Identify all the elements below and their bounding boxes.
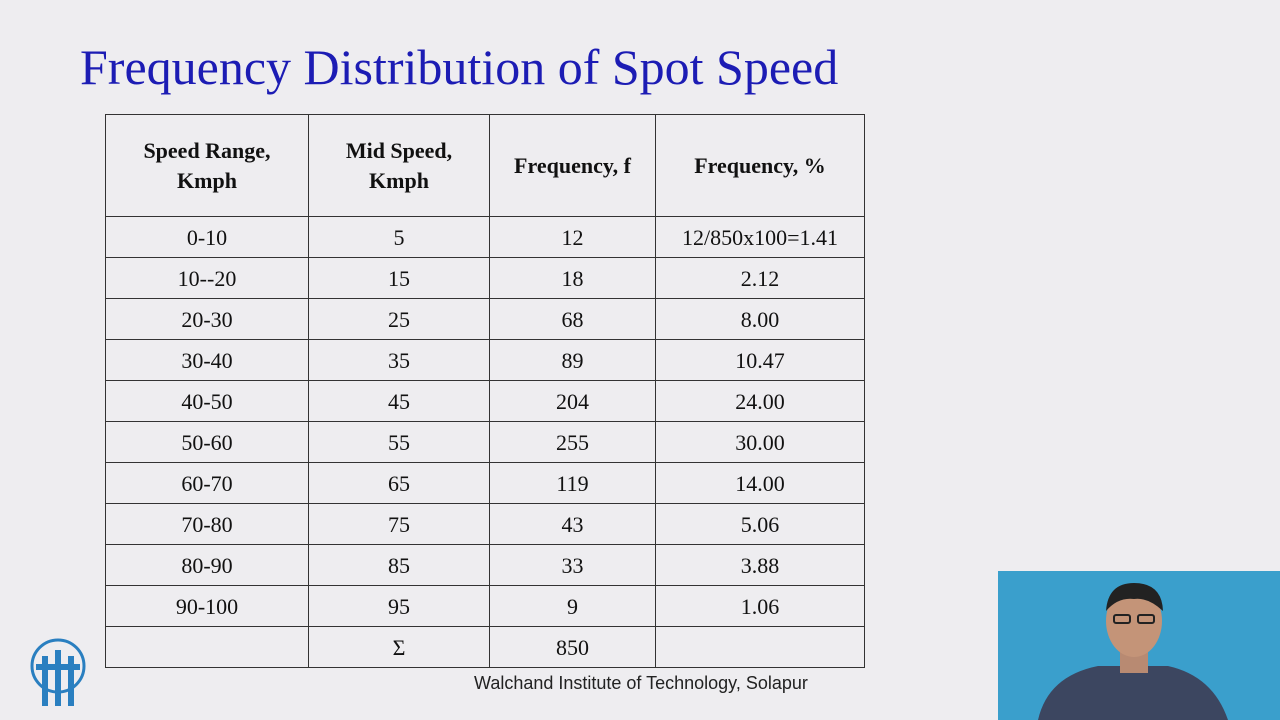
table-row: 40-50 45 204 24.00: [105, 380, 865, 422]
table-cell: 30-40: [105, 339, 309, 381]
table-cell: 68: [489, 298, 656, 340]
table-row: 80-90 85 33 3.88: [105, 544, 865, 586]
slide-title: Frequency Distribution of Spot Speed: [80, 39, 839, 95]
header-row: Speed Range, Kmph Mid Speed, Kmph Frequenc…: [105, 114, 865, 217]
table-cell: 10.47: [655, 339, 865, 381]
header-cell: Mid Speed, Kmph: [308, 114, 490, 217]
table-cell: 55: [308, 421, 490, 463]
header-cell: Speed Range, Kmph: [105, 114, 309, 217]
table-cell: 204: [489, 380, 656, 422]
table-row: 90-100 95 9 1.06: [105, 585, 865, 627]
table-cell: 18: [489, 257, 656, 299]
table-cell: 24.00: [655, 380, 865, 422]
table-cell: 40-50: [105, 380, 309, 422]
empty-cell: [655, 626, 865, 668]
empty-cell: [105, 626, 309, 668]
table-cell: 3.88: [655, 544, 865, 586]
table-cell: 5.06: [655, 503, 865, 545]
frequency-table: Speed Range, Kmph Mid Speed, Kmph Frequenc…: [105, 114, 865, 668]
table-row: 30-40 35 89 10.47: [105, 339, 865, 381]
table-row: 50-60 55 255 30.00: [105, 421, 865, 463]
table-cell: 85: [308, 544, 490, 586]
presenter-video: [998, 571, 1280, 720]
table-cell: 75: [308, 503, 490, 545]
header-cell: Frequency, f: [489, 114, 656, 217]
table-cell: 8.00: [655, 298, 865, 340]
table-cell: 95: [308, 585, 490, 627]
table-cell: 70-80: [105, 503, 309, 545]
logo: [30, 638, 86, 706]
table-cell: 20-30: [105, 298, 309, 340]
sum-symbol: Σ: [308, 626, 490, 668]
footer: Walchand Institute of Technology, Solapu…: [474, 673, 808, 693]
table-row: 10--20 15 18 2.12: [105, 257, 865, 299]
table-cell: 50-60: [105, 421, 309, 463]
total-row: Σ 850: [105, 626, 865, 668]
table-cell: 65: [308, 462, 490, 504]
table-cell: 30.00: [655, 421, 865, 463]
table-cell: 119: [489, 462, 656, 504]
table-cell: 25: [308, 298, 490, 340]
table-cell: 1.06: [655, 585, 865, 627]
table-cell: 43: [489, 503, 656, 545]
table-cell: 5: [308, 216, 490, 258]
table-cell: 10--20: [105, 257, 309, 299]
table-cell: 35: [308, 339, 490, 381]
table-row: 70-80 75 43 5.06: [105, 503, 865, 545]
total-value: 850: [489, 626, 656, 668]
table-cell: 80-90: [105, 544, 309, 586]
table-cell: 89: [489, 339, 656, 381]
table-cell: 2.12: [655, 257, 865, 299]
table-cell: 14.00: [655, 462, 865, 504]
table-cell: 255: [489, 421, 656, 463]
table-row: 60-70 65 119 14.00: [105, 462, 865, 504]
table-cell: 12/850x100=1.41: [655, 216, 865, 258]
table-row: 0-10 5 12 12/850x100=1.41: [105, 216, 865, 258]
table-body: 0-10 5 12 12/850x100=1.41 10--20 15 18 2.12 20-3…: [105, 216, 865, 668]
table-cell: 12: [489, 216, 656, 258]
table-cell: 15: [308, 257, 490, 299]
table-cell: 33: [489, 544, 656, 586]
table-cell: 45: [308, 380, 490, 422]
table-row: 20-30 25 68 8.00: [105, 298, 865, 340]
header-cell: Frequency, %: [655, 114, 865, 217]
table-cell: 60-70: [105, 462, 309, 504]
table-cell: 0-10: [105, 216, 309, 258]
table-cell: 9: [489, 585, 656, 627]
table-cell: 90-100: [105, 585, 309, 627]
